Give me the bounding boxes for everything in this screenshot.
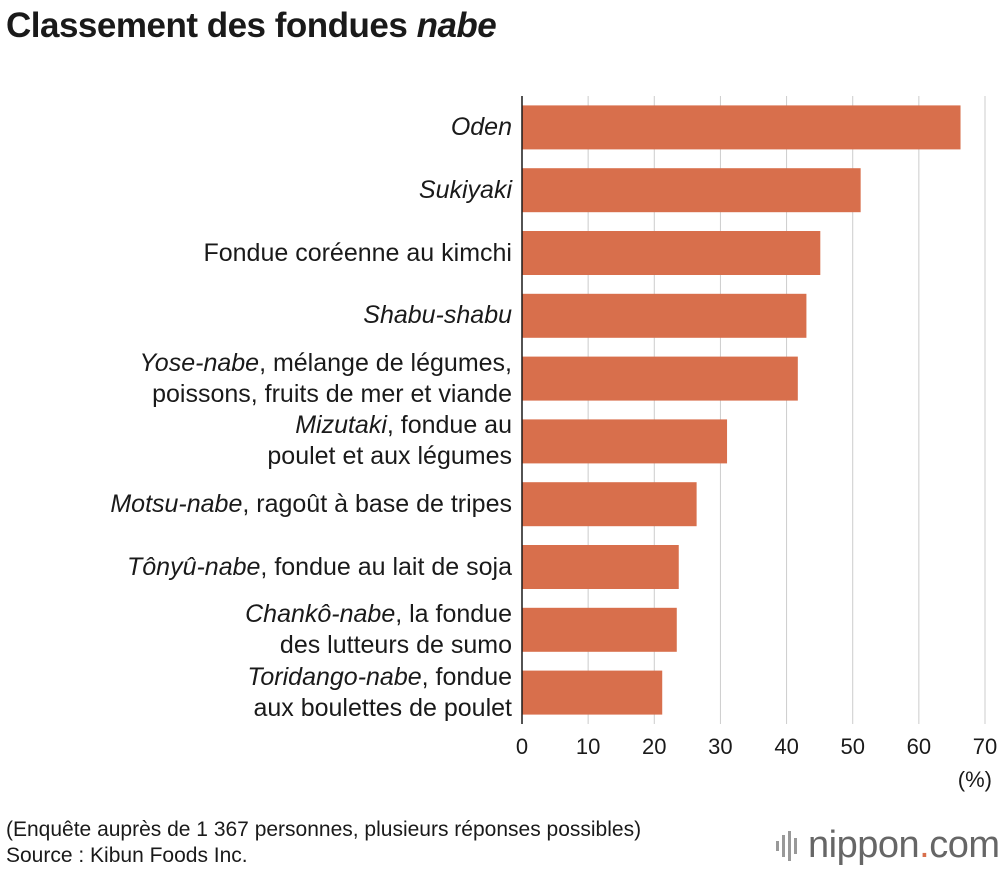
survey-note: (Enquête auprès de 1 367 personnes, plus…: [6, 818, 642, 841]
category-label-line: Motsu-nabe, ragoût à base de tripes: [0, 489, 512, 520]
category-label-italic: Sukiyaki: [418, 175, 512, 204]
category-label-text: , fondue au: [386, 411, 512, 440]
category-label-line: Sukiyaki: [0, 175, 512, 206]
x-tick-label: 70: [973, 734, 997, 759]
bar: [522, 670, 663, 715]
category-label: Sukiyaki: [0, 175, 512, 206]
x-tick-label: 10: [576, 734, 600, 759]
category-label-italic: Chankô-nabe: [245, 599, 396, 628]
x-tick-label: 30: [708, 734, 732, 759]
bar: [522, 482, 697, 527]
category-label-text: Fondue coréenne au kimchi: [203, 238, 512, 267]
x-tick-label: 40: [774, 734, 798, 759]
category-label-italic: Shabu-shabu: [363, 301, 512, 330]
title-main: Classement des fondues: [6, 6, 417, 45]
category-label-italic: Yose-nabe: [139, 348, 260, 377]
footnote: (Enquête auprès de 1 367 personnes, plus…: [6, 817, 641, 869]
category-label-italic: Mizutaki: [295, 411, 387, 440]
title-italic: nabe: [416, 6, 497, 45]
category-label: Motsu-nabe, ragoût à base de tripes: [0, 489, 512, 520]
category-label: Fondue coréenne au kimchi: [0, 238, 512, 269]
category-label-line: Fondue coréenne au kimchi: [0, 238, 512, 269]
category-label-text: , fondue au lait de soja: [260, 552, 512, 581]
bars: [522, 105, 961, 715]
bar: [522, 231, 821, 275]
x-tick-label: 20: [642, 734, 666, 759]
brand-tld: com: [929, 824, 1000, 866]
category-label: Tônyû-nabe, fondue au lait de soja: [0, 552, 512, 583]
category-label-line: Yose-nabe, mélange de légumes,: [0, 348, 512, 379]
bar: [522, 607, 677, 652]
nippon-logo-icon: [776, 830, 797, 861]
chart-title: Classement des fondues nabe: [6, 6, 497, 46]
x-tick-label: 60: [907, 734, 931, 759]
category-label: Toridango-nabe, fondue aux boulettes de p…: [0, 662, 512, 724]
category-label-text: , fondue: [421, 662, 512, 691]
category-label-line: Tônyû-nabe, fondue au lait de soja: [0, 552, 512, 583]
category-label-italic: Toridango-nabe: [247, 662, 422, 691]
category-label: Oden: [0, 112, 512, 143]
category-label-italic: Tônyû-nabe: [126, 552, 261, 581]
bar: [522, 356, 798, 401]
category-label-text: , la fondue: [395, 599, 512, 628]
x-tick-label: 50: [840, 734, 864, 759]
brand-dot: .: [919, 824, 930, 866]
bar: [522, 419, 728, 464]
category-label-line2: poulet et aux légumes: [267, 442, 512, 471]
category-label: Mizutaki, fondue au poulet et aux légumes: [0, 410, 512, 472]
category-label-line: Shabu-shabu: [0, 300, 512, 331]
category-label-italic: Oden: [450, 112, 512, 141]
x-tick-labels: 0 10 20 30 40 50 60 70: [516, 734, 997, 759]
bar: [522, 545, 679, 589]
category-label: Shabu-shabu: [0, 300, 512, 331]
category-label-text: , ragoût à base de tripes: [242, 489, 512, 518]
bar: [522, 293, 807, 338]
category-label-line: Mizutaki, fondue au: [0, 410, 512, 441]
category-label-italic: Motsu-nabe: [110, 489, 243, 518]
category-label: Chankô-nabe, la fondue des lutteurs de su…: [0, 599, 512, 661]
category-label-line: Toridango-nabe, fondue: [0, 662, 512, 693]
category-label-line2: des lutteurs de sumo: [279, 630, 512, 659]
category-label-line2: aux boulettes de poulet: [253, 693, 512, 722]
brand-wordmark: nippon.com: [808, 824, 1000, 867]
x-axis-unit: (%): [957, 767, 992, 792]
category-label: Yose-nabe, mélange de légumes, poissons, …: [0, 348, 512, 410]
category-label-line: Oden: [0, 112, 512, 143]
bar: [522, 168, 861, 213]
category-label-line2: poissons, fruits de mer et viande: [152, 379, 512, 408]
bar: [522, 105, 961, 150]
source-note: Source : Kibun Foods Inc.: [6, 844, 248, 867]
brand-name: nippon: [808, 824, 920, 866]
category-label-text: , mélange de légumes,: [259, 348, 512, 377]
category-label-line: Chankô-nabe, la fondue: [0, 599, 512, 630]
x-tick-label: 0: [516, 734, 528, 759]
brand-logo: nippon.com: [776, 824, 1000, 867]
